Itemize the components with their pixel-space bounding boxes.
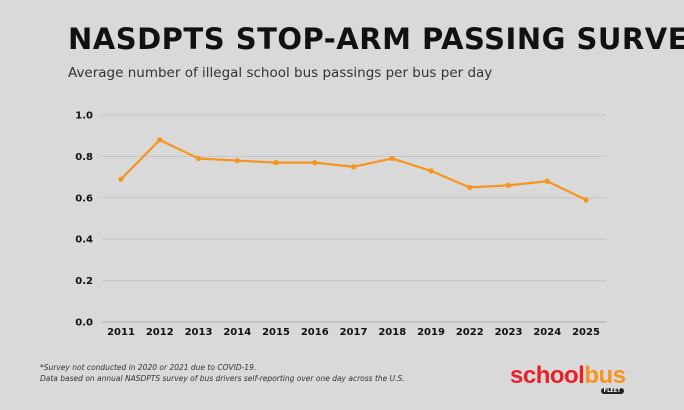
data-point (583, 197, 589, 203)
x-tick-label: 2025 (572, 327, 600, 338)
schoolbus-fleet-logo: schoolbus FLEET (510, 362, 626, 394)
y-tick-label: 0.6 (75, 193, 93, 204)
footnote-covid: *Survey not conducted in 2020 or 2021 du… (40, 363, 257, 372)
y-tick-label: 1.0 (75, 111, 93, 122)
data-point (273, 160, 279, 166)
x-tick-label: 2013 (185, 327, 213, 338)
x-tick-label: 2024 (533, 327, 561, 338)
x-tick-label: 2012 (146, 327, 174, 338)
data-point (467, 184, 473, 191)
data-point (234, 157, 240, 164)
x-tick-label: 2015 (262, 327, 290, 338)
x-tick-label: 2016 (301, 327, 329, 338)
chart-title: NASDPTS STOP-ARM PASSING SURVEY (68, 22, 684, 56)
data-point (544, 178, 550, 184)
y-tick-label: 0.2 (75, 276, 93, 287)
logo-fleet: FLEET (600, 388, 624, 394)
data-point (350, 164, 357, 170)
x-tick-label: 2017 (340, 327, 368, 338)
x-tick-label: 2018 (378, 327, 406, 338)
data-point (157, 137, 163, 143)
footnote-source: Data based on annual NASDPTS survey of b… (40, 374, 405, 383)
x-tick-label: 2011 (107, 327, 135, 338)
data-point (389, 155, 395, 162)
logo-word-bus: bus (584, 362, 626, 389)
x-tick-label: 2023 (495, 327, 523, 338)
x-tick-label: 2019 (417, 327, 445, 338)
x-tick-label: 2014 (223, 327, 251, 338)
chart-subtitle: Average number of illegal school bus pas… (68, 65, 493, 81)
footnotes: *Survey not conducted in 2020 or 2021 du… (40, 362, 405, 384)
data-point (428, 168, 434, 174)
y-tick-label: 0.8 (75, 152, 93, 163)
y-tick-label: 0.4 (75, 235, 93, 246)
data-point (505, 182, 512, 188)
data-point (195, 155, 202, 162)
x-tick-label: 2022 (456, 327, 484, 338)
series-line (120, 138, 587, 201)
y-tick-label: 0.0 (75, 318, 93, 329)
logo-word-school: school (510, 362, 585, 389)
data-point (118, 176, 124, 182)
data-point (312, 160, 318, 166)
